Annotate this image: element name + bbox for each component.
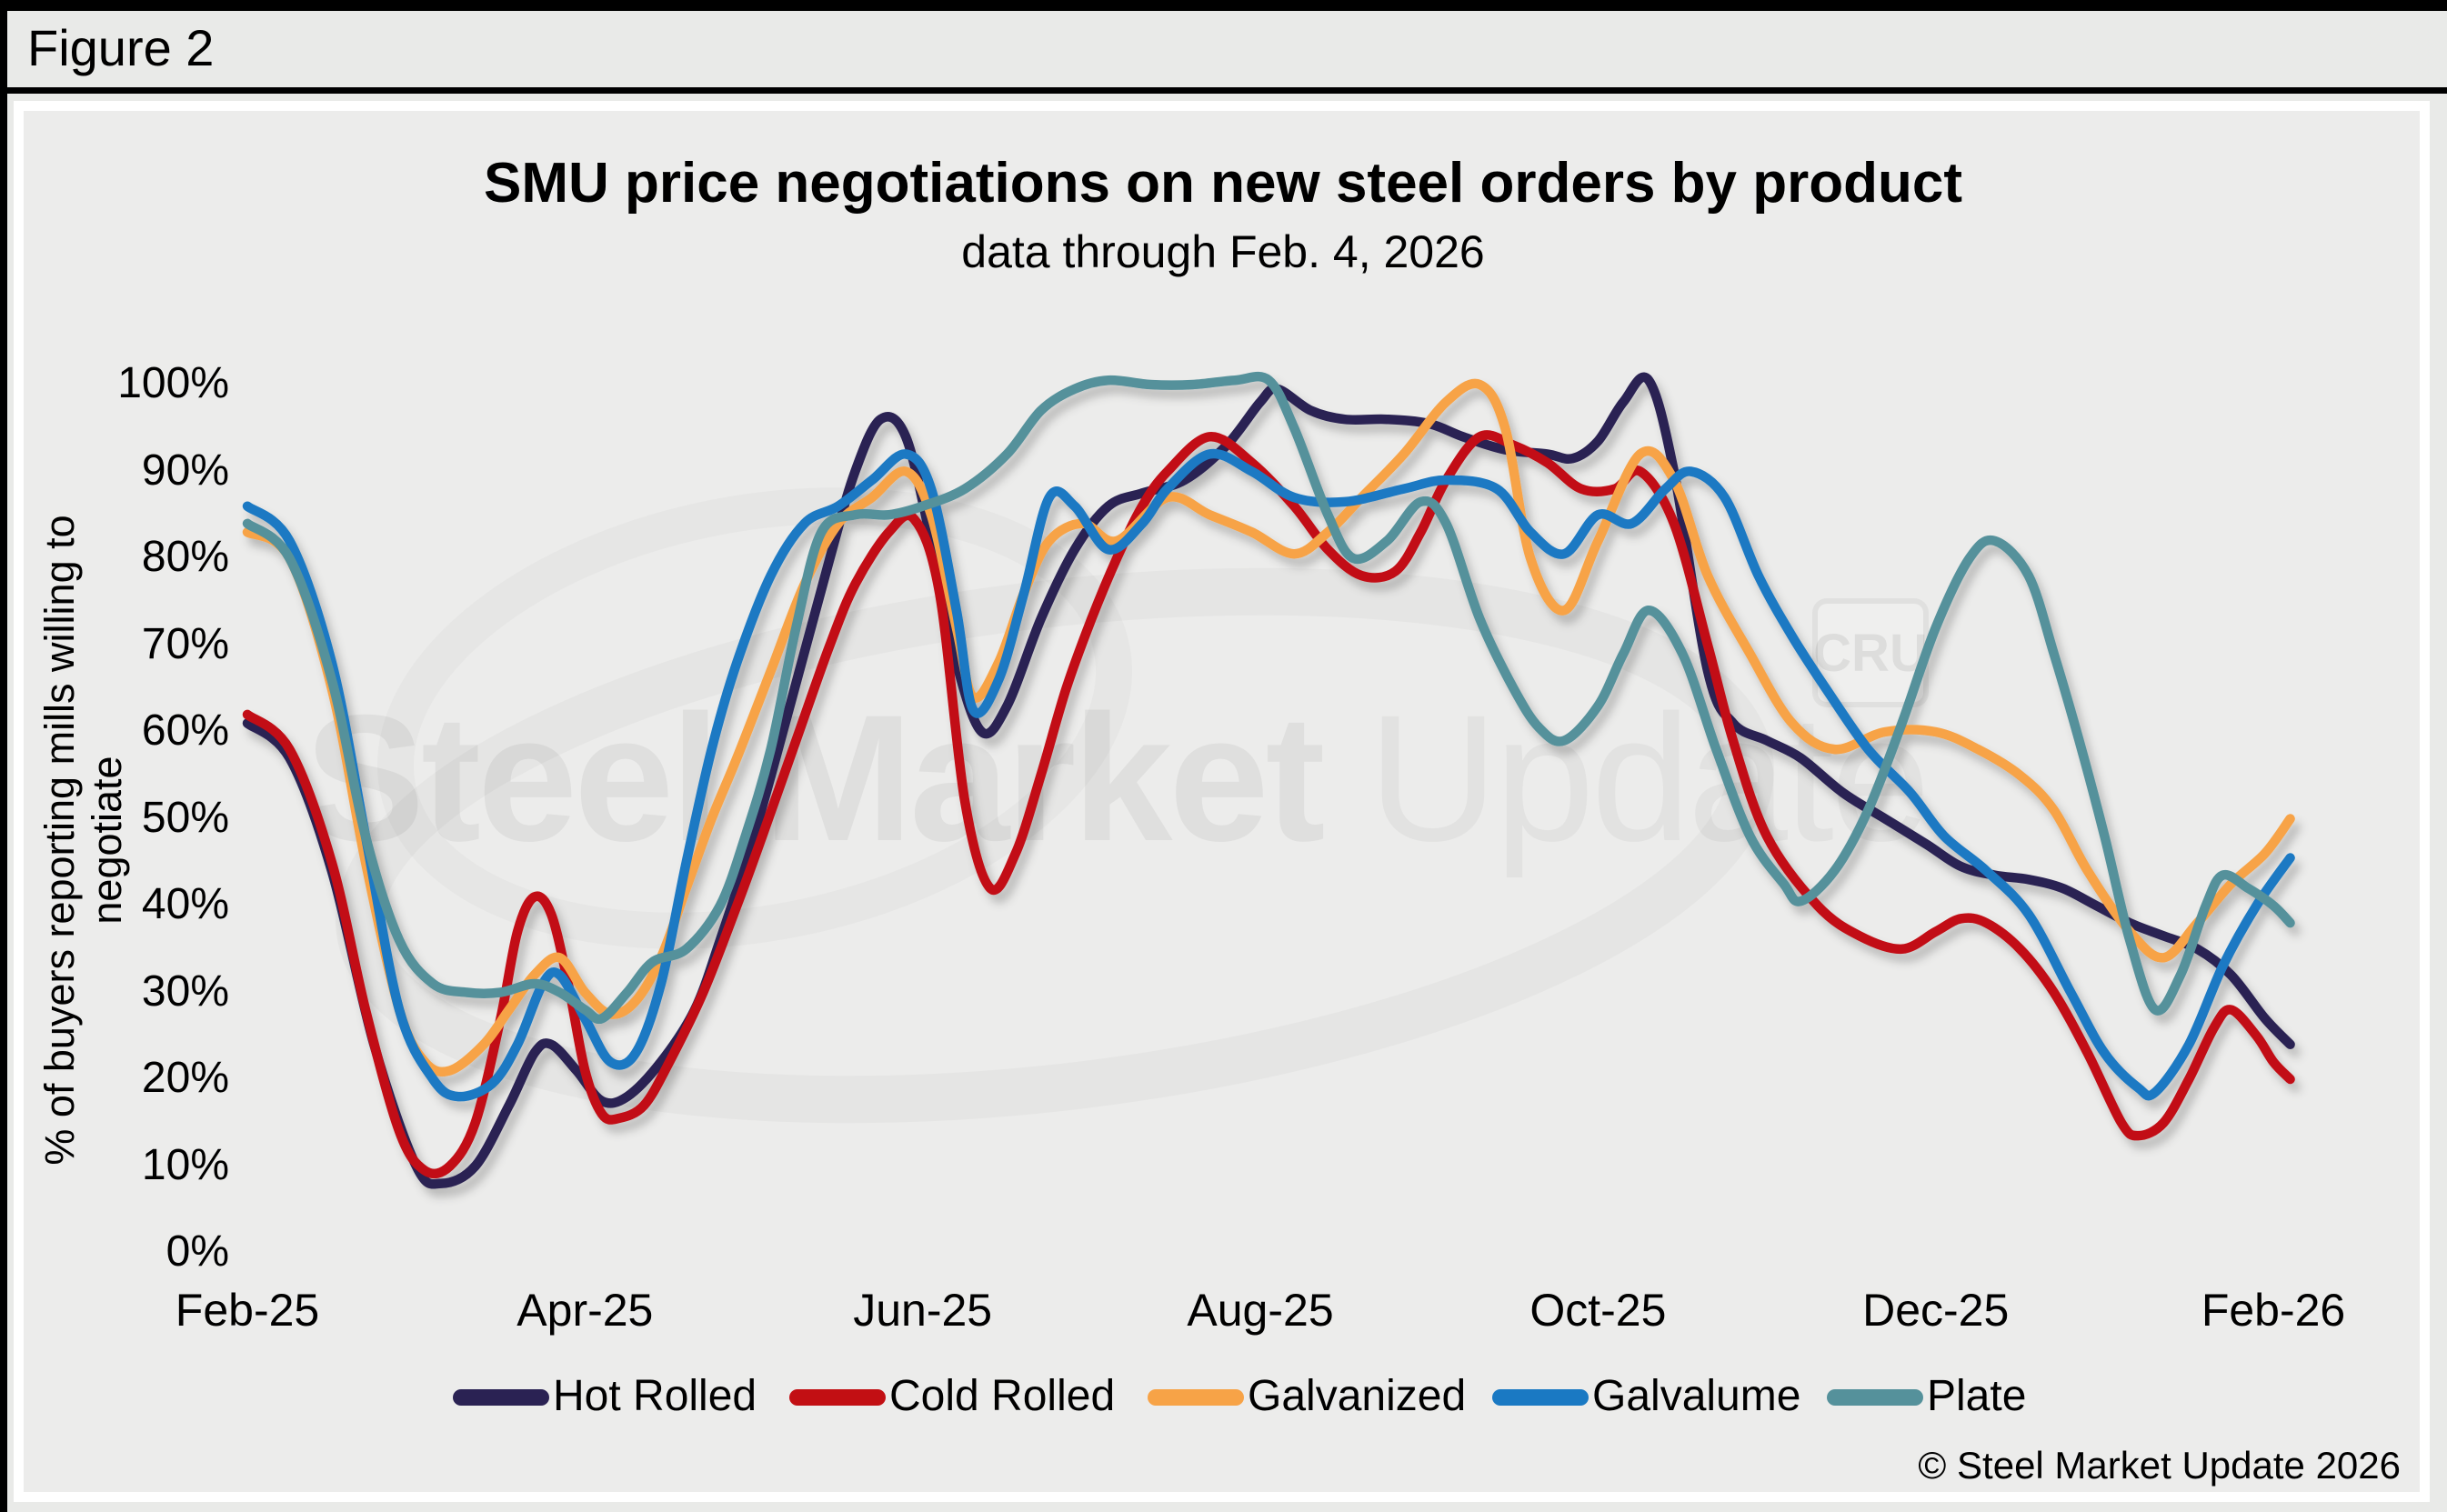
y-tick-label: 100% (117, 359, 229, 407)
left-black-bar (0, 0, 7, 1512)
legend-swatch-galvanized (1148, 1389, 1244, 1406)
y-tick-label: 30% (141, 966, 229, 1016)
legend-label: Hot Rolled (553, 1372, 757, 1420)
y-tick-label: 60% (141, 706, 229, 755)
legend-swatch-plate (1827, 1389, 1923, 1406)
y-tick-label: 50% (141, 793, 229, 842)
x-tick-label: Jun-25 (853, 1285, 993, 1336)
y-tick-label: 90% (141, 446, 229, 495)
legend-label: Galvanized (1248, 1372, 1467, 1420)
legend-label: Plate (1927, 1372, 2027, 1420)
series-line-plate (242, 371, 2295, 1025)
legend-swatch-hot-rolled (453, 1389, 549, 1406)
chart-title: SMU price negotiations on new steel orde… (483, 152, 1963, 215)
legend-swatch-galvalume (1492, 1389, 1589, 1406)
copyright-notice: © Steel Market Update 2026 (1918, 1444, 2401, 1487)
x-tick-label: Feb-26 (2201, 1285, 2346, 1336)
x-tick-label: Apr-25 (516, 1285, 654, 1336)
legend-label: Cold Rolled (889, 1372, 1116, 1420)
y-tick-label: 80% (141, 533, 229, 581)
y-tick-label: 40% (141, 880, 229, 928)
header-rule (0, 87, 2447, 94)
y-tick-label: 70% (141, 619, 229, 668)
top-black-bar (0, 0, 2447, 11)
watermark-bold: Steel Market (305, 677, 1369, 878)
y-tick-label: 0% (165, 1227, 229, 1276)
legend-label: Galvalume (1592, 1372, 1801, 1420)
figure-label: Figure 2 (27, 19, 215, 76)
y-tick-label: 20% (141, 1054, 229, 1102)
watermark-text: Steel Market Update (305, 675, 1931, 881)
series-lines (242, 371, 2295, 1189)
x-tick-label: Dec-25 (1862, 1285, 2010, 1336)
legend-swatch-cold-rolled (789, 1389, 886, 1406)
series-line-galvanized (242, 378, 2295, 1077)
series-line-galvalume (242, 448, 2295, 1102)
x-tick-label: Feb-25 (175, 1285, 320, 1336)
chart-subtitle: data through Feb. 4, 2026 (961, 226, 1485, 277)
x-tick-label: Aug-25 (1187, 1285, 1334, 1336)
x-tick-label: Oct-25 (1529, 1285, 1667, 1336)
y-tick-label: 10% (141, 1140, 229, 1189)
chart-panel (14, 101, 2430, 1502)
